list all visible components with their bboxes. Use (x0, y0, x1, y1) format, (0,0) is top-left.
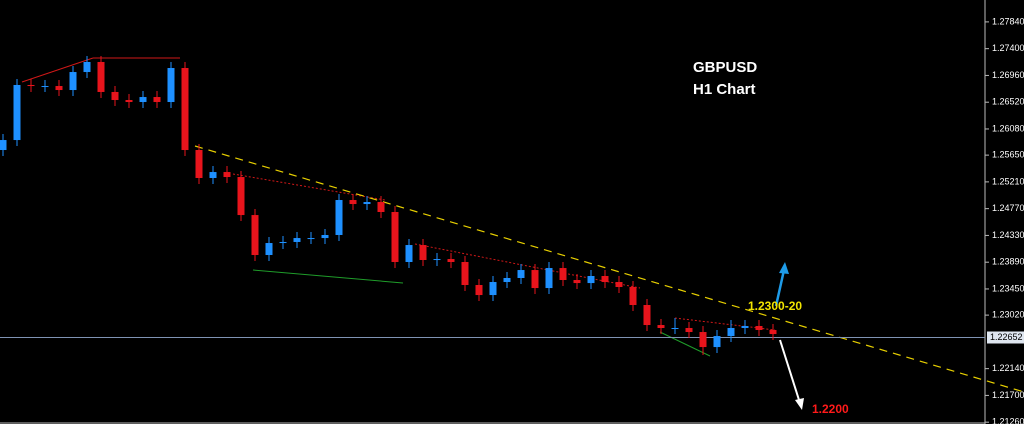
candle-body (391, 212, 399, 263)
candle-body (419, 245, 427, 260)
candle-body (125, 100, 133, 103)
arrow-head (779, 262, 789, 274)
chart-subtitle: H1 Chart (693, 81, 756, 98)
candle-body (363, 202, 371, 205)
candle-body (97, 61, 105, 92)
candle-body (531, 270, 539, 289)
drawn-line (674, 317, 776, 331)
candle-body (279, 241, 287, 244)
candle-body (349, 200, 357, 205)
candle-body (657, 325, 665, 329)
y-tick-label: 1.26960 (992, 70, 1024, 80)
trend-line (194, 145, 1024, 393)
candle-body (167, 68, 175, 103)
candle-body (83, 61, 91, 73)
candle-body (573, 280, 581, 284)
candle-body (433, 259, 441, 261)
candle-body (335, 200, 343, 235)
y-tick-label: 1.25210 (992, 176, 1024, 186)
candle-body (293, 238, 301, 242)
candle-body (41, 86, 49, 88)
candle-body (27, 84, 35, 87)
candle-body (685, 328, 693, 333)
candle-body (629, 287, 637, 306)
last-price-box (987, 331, 1024, 344)
candle-body (69, 72, 77, 91)
y-tick-label: 1.23020 (992, 309, 1024, 319)
candle-body (377, 202, 385, 212)
candle-body (475, 284, 483, 296)
candle-body (13, 84, 21, 141)
candle-body (265, 243, 273, 256)
candle-body (447, 259, 455, 263)
candle-body (517, 270, 525, 279)
candle-body (643, 305, 651, 326)
candle-body (699, 332, 707, 348)
candle-body (209, 172, 217, 178)
candle-body (55, 86, 63, 91)
drawn-line (252, 269, 404, 284)
candle-body (111, 91, 119, 101)
candle-body (307, 238, 315, 240)
arrow-down (779, 339, 800, 401)
y-tick-label: 1.27400 (992, 43, 1024, 53)
candle-body (195, 150, 203, 178)
y-tick-label: 1.24770 (992, 203, 1024, 213)
y-tick-label: 1.21260 (992, 417, 1024, 424)
y-tick-label: 1.22140 (992, 363, 1024, 373)
y-tick-label: 1.26080 (992, 123, 1024, 133)
candle-body (755, 325, 763, 331)
candle-body (181, 68, 189, 151)
candle-body (601, 275, 609, 283)
candle-body (587, 275, 595, 284)
candle-body (503, 278, 511, 283)
last-price-label: 1.22652 (990, 332, 1023, 342)
candle-body (405, 245, 413, 263)
y-tick-label: 1.26520 (992, 97, 1024, 107)
candle-body (153, 97, 161, 103)
candle-body (615, 282, 623, 288)
annotation: 1.2300-20 (748, 299, 802, 313)
arrow-head (795, 398, 804, 410)
candle-body (461, 262, 469, 285)
arrow-up (774, 269, 786, 307)
candle-body (251, 215, 259, 256)
candle-body (223, 172, 231, 178)
y-tick-label: 1.25650 (992, 149, 1024, 159)
candle-body (489, 282, 497, 296)
annotation: 1.2200 (812, 402, 849, 416)
y-tick-label: 1.23890 (992, 257, 1024, 267)
y-tick-label: 1.24330 (992, 230, 1024, 240)
candle-body (139, 97, 147, 103)
y-tick-label: 1.27840 (992, 16, 1024, 26)
drawn-line (21, 57, 94, 83)
candle-body (545, 268, 553, 289)
candle-body (237, 177, 245, 216)
chart-title: GBPUSD (693, 59, 757, 76)
candle-body (741, 325, 749, 329)
candle-body (0, 140, 7, 151)
drawn-line (659, 331, 711, 357)
candle-body (769, 330, 777, 335)
candle-body (727, 328, 735, 337)
candle-body (713, 336, 721, 348)
y-tick-label: 1.21700 (992, 390, 1024, 400)
candle-body (671, 328, 679, 330)
candle-body (321, 234, 329, 239)
candle-body (559, 268, 567, 281)
y-tick-label: 1.23450 (992, 283, 1024, 293)
drawn-line (232, 173, 386, 201)
